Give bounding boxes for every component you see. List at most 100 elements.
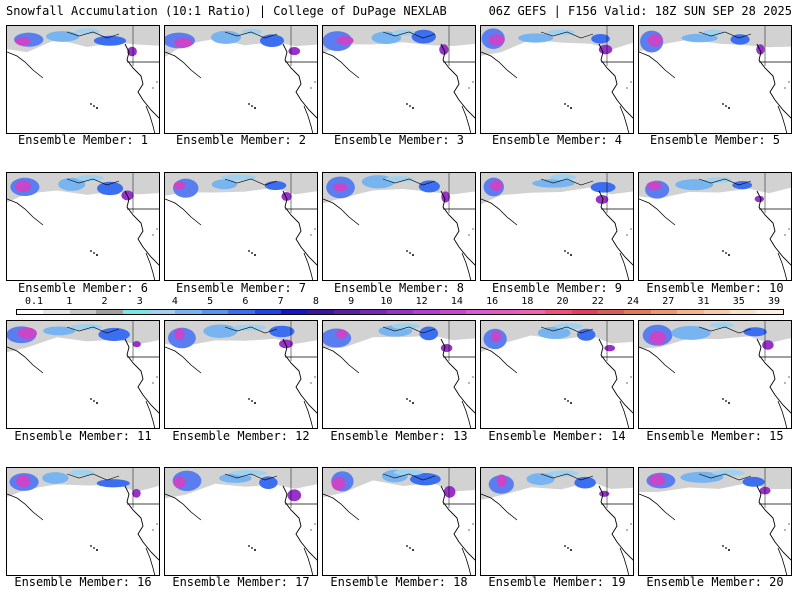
ensemble-member-label: Ensemble Member: 7 (175, 281, 307, 295)
colorbar-swatch (729, 310, 757, 314)
snowfall-map (481, 173, 633, 280)
colorbar-tick-label: 0.1 (24, 296, 44, 307)
ensemble-member-label: Ensemble Member: 8 (333, 281, 465, 295)
snowfall-map (7, 26, 159, 133)
ensemble-map-panel (6, 320, 160, 429)
ensemble-map-panel (6, 172, 160, 281)
colorbar-swatch (545, 310, 572, 314)
ensemble-map-panel (638, 467, 792, 576)
colorbar-tick-label: 14 (450, 296, 463, 307)
colorbar-tick-label: 1 (66, 296, 73, 307)
colorbar-swatch (201, 310, 229, 314)
colorbar-tick-label: 6 (242, 296, 249, 307)
ensemble-member-label: Ensemble Member: 2 (175, 133, 307, 147)
ensemble-map-panel (480, 320, 634, 429)
page-title: Snowfall Accumulation (10:1 Ratio) | Col… (6, 4, 447, 18)
ensemble-map-panel (164, 172, 318, 281)
ensemble-map-panel (322, 320, 476, 429)
colorbar-tick-label: 39 (767, 296, 781, 307)
ensemble-map-panel (638, 25, 792, 134)
colorbar-tick-label: 27 (662, 296, 675, 307)
colorbar-tick-label: 20 (556, 296, 569, 307)
colorbar-swatch (597, 310, 625, 314)
snowfall-map (323, 173, 475, 280)
colorbar-tick-label: 2 (101, 296, 108, 307)
ensemble-member-label: Ensemble Member: 18 (330, 575, 468, 589)
ensemble-map-panel (164, 467, 318, 576)
colorbar-swatch (69, 310, 97, 314)
snowfall-map (7, 321, 159, 428)
ensemble-member-label: Ensemble Member: 14 (488, 429, 626, 443)
colorbar-swatch (307, 310, 334, 314)
ensemble-member-label: Ensemble Member: 6 (17, 281, 149, 295)
snowfall-map (323, 468, 475, 575)
snowfall-map (323, 321, 475, 428)
ensemble-map-panel (638, 172, 792, 281)
colorbar-tick-label: 35 (732, 296, 745, 307)
colorbar-tick-label: 10 (380, 296, 393, 307)
colorbar-swatch (518, 310, 546, 314)
colorbar-tick-label: 7 (277, 296, 284, 307)
colorbar-swatch (96, 310, 123, 314)
colorbar-tick-label: 12 (415, 296, 428, 307)
colorbar-swatch (254, 310, 282, 314)
ensemble-member-label: Ensemble Member: 5 (649, 133, 781, 147)
colorbar-swatch (175, 310, 202, 314)
colorbar-tick-label: 16 (486, 296, 499, 307)
snowfall-map (481, 468, 633, 575)
ensemble-map-panel (638, 320, 792, 429)
snowfall-map (165, 321, 317, 428)
run-valid-time: 06Z GEFS | F156 Valid: 18Z SUN SEP 28 20… (488, 4, 792, 18)
snowfall-map (7, 468, 159, 575)
ensemble-map-panel (480, 25, 634, 134)
ensemble-map-panel (6, 25, 160, 134)
ensemble-map-panel (164, 320, 318, 429)
ensemble-member-label: Ensemble Member: 19 (488, 575, 626, 589)
colorbar-swatch (703, 310, 730, 314)
colorbar-tick-label: 24 (627, 296, 640, 307)
ensemble-member-label: Ensemble Member: 12 (172, 429, 310, 443)
colorbar-tick-label: 18 (521, 296, 534, 307)
colorbar-tick-label: 9 (348, 296, 355, 307)
colorbar (16, 309, 784, 315)
ensemble-member-label: Ensemble Member: 4 (491, 133, 623, 147)
ensemble-map-panel (322, 172, 476, 281)
ensemble-member-label: Ensemble Member: 16 (14, 575, 152, 589)
ensemble-member-label: Ensemble Member: 15 (646, 429, 784, 443)
ensemble-member-label: Ensemble Member: 9 (491, 281, 623, 295)
snowfall-map (165, 26, 317, 133)
snowfall-map (639, 468, 791, 575)
ensemble-member-label: Ensemble Member: 3 (333, 133, 465, 147)
snowfall-map (7, 173, 159, 280)
colorbar-swatch (149, 310, 176, 314)
colorbar-tick-label: 4 (171, 296, 178, 307)
ensemble-map-panel (322, 467, 476, 576)
colorbar-swatch (756, 310, 783, 314)
ensemble-map-panel (480, 172, 634, 281)
ensemble-member-label: Ensemble Member: 20 (646, 575, 784, 589)
colorbar-tick-label: 3 (136, 296, 143, 307)
colorbar-swatch (677, 310, 704, 314)
colorbar-tick-label: 22 (591, 296, 604, 307)
colorbar-swatch (624, 310, 651, 314)
colorbar-labels: 0.1 1 2 3 4 5 6 7 8 9 10 12 14 16 18 20 22 24 27 31 35 39 (16, 296, 784, 308)
colorbar-swatch (386, 310, 414, 314)
colorbar-swatch (333, 310, 361, 314)
snowfall-map (165, 173, 317, 280)
colorbar-swatch (650, 310, 678, 314)
colorbar-swatch (492, 310, 519, 314)
ensemble-member-label: Ensemble Member: 13 (330, 429, 468, 443)
colorbar-swatch (43, 310, 70, 314)
ensemble-member-label: Ensemble Member: 1 (17, 133, 149, 147)
ensemble-map-panel (322, 25, 476, 134)
colorbar-swatch (228, 310, 255, 314)
snowfall-map (165, 468, 317, 575)
colorbar-tick-label: 8 (312, 296, 319, 307)
ensemble-map-panel (480, 467, 634, 576)
colorbar-swatch (17, 310, 44, 314)
snowfall-map (481, 321, 633, 428)
ensemble-member-label: Ensemble Member: 10 (646, 281, 784, 295)
colorbar-tick-label: 5 (207, 296, 214, 307)
ensemble-member-label: Ensemble Member: 11 (14, 429, 152, 443)
colorbar-swatch (281, 310, 308, 314)
